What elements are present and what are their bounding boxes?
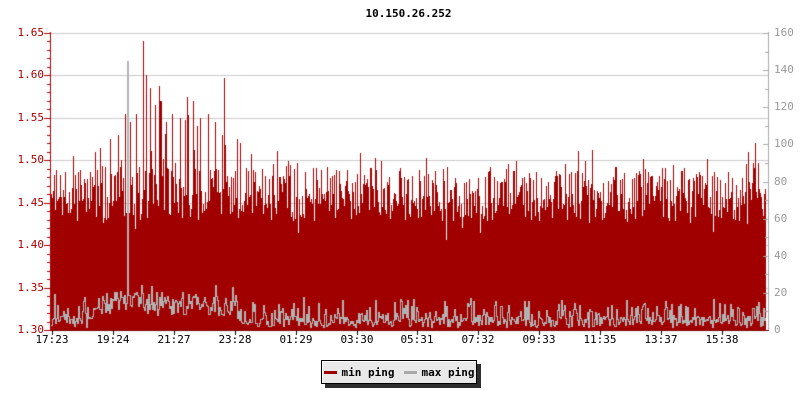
right-axis-tick-label: 120: [774, 100, 794, 113]
right-axis-tick-label: 160: [774, 26, 794, 39]
max-ping-color-swatch: [403, 370, 417, 374]
x-axis-tick-label: 17:23: [35, 333, 69, 346]
x-axis-tick-label: 09:33: [522, 333, 556, 346]
left-axis-tick-label: 1.45: [17, 196, 45, 209]
x-axis-tick-label: 03:30: [340, 333, 374, 346]
x-axis-tick-label: 07:32: [461, 333, 495, 346]
right-axis-tick-label: 100: [774, 137, 794, 150]
x-axis-tick-label: 05:31: [400, 333, 434, 346]
left-axis-tick-label: 1.30: [17, 323, 45, 336]
right-axis-tick-label: 20: [774, 286, 788, 299]
left-axis-tick-label: 1.65: [17, 26, 45, 39]
legend-box: min ping max ping: [321, 360, 477, 384]
left-axis-tick-label: 1.55: [17, 111, 45, 124]
x-axis-tick-label: 15:38: [705, 333, 739, 346]
x-axis-tick-label: 19:24: [96, 333, 130, 346]
x-axis-tick-label: 01:29: [279, 333, 313, 346]
x-axis-tick-label: 21:27: [157, 333, 191, 346]
left-axis-tick-label: 1.50: [17, 153, 45, 166]
right-axis-tick-label: 40: [774, 249, 788, 262]
legend-item-max-ping: max ping: [403, 365, 475, 379]
right-axis-tick-label: 60: [774, 212, 788, 225]
right-axis-tick-label: 80: [774, 175, 788, 188]
legend-label-min-ping: min ping: [341, 365, 395, 379]
min-ping-color-swatch: [323, 370, 337, 374]
x-axis-tick-label: 11:35: [583, 333, 617, 346]
right-axis-tick-label: 140: [774, 63, 794, 76]
x-axis-tick-label: 23:28: [218, 333, 252, 346]
chart-title: 10.150.26.252: [365, 7, 452, 20]
right-axis-tick-label: 0: [774, 323, 781, 336]
legend-item-min-ping: min ping: [323, 365, 395, 379]
legend-label-max-ping: max ping: [421, 365, 475, 379]
left-axis-tick-label: 1.40: [17, 238, 45, 251]
left-axis-tick-label: 1.35: [17, 281, 45, 294]
x-axis-tick-label: 13:37: [644, 333, 678, 346]
left-axis-tick-label: 1.60: [17, 68, 45, 81]
